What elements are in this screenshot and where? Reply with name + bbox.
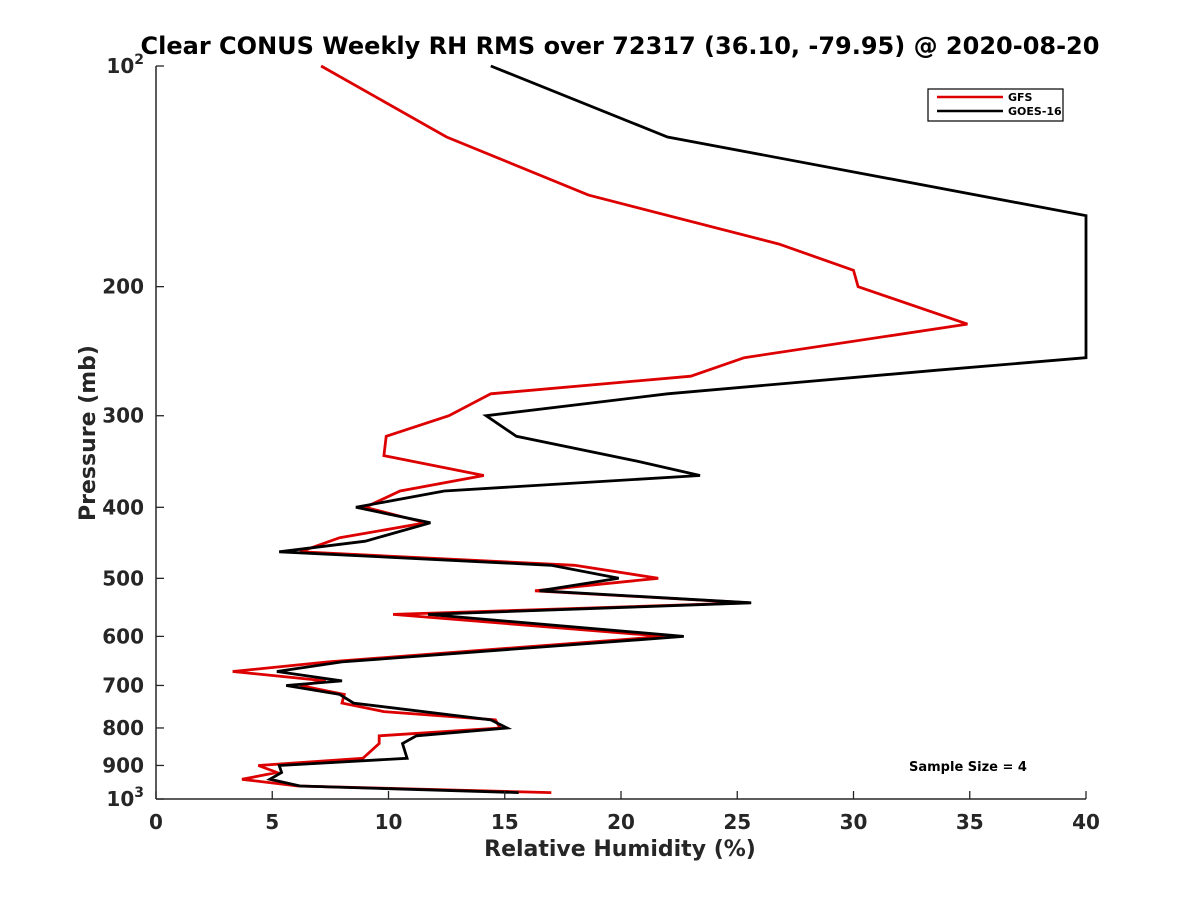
x-tick-label: 30: [840, 810, 868, 834]
y-tick-label: 900: [102, 753, 144, 777]
y-tick-label: 400: [102, 495, 144, 519]
legend-label-gfs: GFS: [1008, 91, 1033, 104]
y-tick-label: 103: [106, 785, 144, 811]
legend-box: [927, 88, 1064, 122]
x-axis-label: Relative Humidity (%): [484, 837, 756, 862]
chart-title: Clear CONUS Weekly RH RMS over 72317 (36…: [141, 32, 1100, 60]
y-axis-label: Pressure (mb): [76, 345, 101, 521]
series-line-goes16: [266, 64, 1088, 794]
sample-size-annotation: Sample Size = 4: [909, 760, 1027, 775]
x-tick-label: 20: [607, 810, 635, 834]
legend: GFS GOES-16: [927, 88, 1064, 122]
ticks-layer: 0 5 10 15 20 25 30 35 40 102 200 300 400 500 600 700 800…: [102, 52, 1100, 834]
x-tick-label: 40: [1072, 810, 1100, 834]
y-tick-label: 800: [102, 716, 144, 740]
x-tick-label: 0: [149, 810, 163, 834]
y-tick-label: 200: [102, 275, 144, 299]
series-line-gfs: [232, 64, 968, 794]
y-tick-label: 700: [102, 673, 144, 697]
x-tick-label: 15: [491, 810, 519, 834]
y-tick-label: 102: [106, 52, 144, 78]
series-layer: [232, 64, 1088, 794]
x-tick-label: 25: [723, 810, 751, 834]
y-tick-label: 500: [102, 566, 144, 590]
x-tick-label: 35: [956, 810, 984, 834]
legend-label-goes16: GOES-16: [1008, 105, 1062, 118]
x-tick-label: 10: [375, 810, 403, 834]
y-tick-label: 600: [102, 624, 144, 648]
x-tick-label: 5: [265, 810, 279, 834]
y-tick-label: 300: [102, 404, 144, 428]
